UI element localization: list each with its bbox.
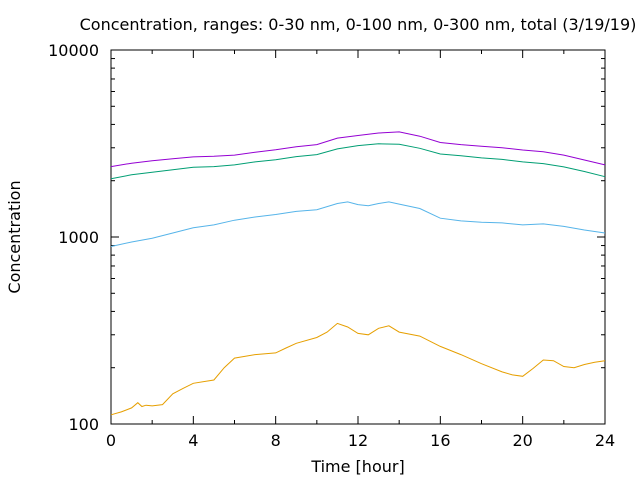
x-tick-label: 4: [188, 431, 198, 450]
series-line-1: [110, 322, 606, 416]
x-axis-label: Time [hour]: [310, 457, 404, 476]
series-line-4: [110, 131, 606, 168]
y-tick-label: 1000: [58, 228, 99, 247]
plot-area: [110, 49, 606, 425]
x-tick-label: 24: [595, 431, 615, 450]
x-tick-label: 0: [106, 431, 116, 450]
plot-frame: [110, 49, 606, 425]
y-tick-label: 10000: [48, 41, 99, 60]
x-tick-label: 20: [512, 431, 532, 450]
x-tick-label: 12: [348, 431, 368, 450]
y-axis-label: Concentration: [5, 180, 24, 293]
series-line-3: [110, 143, 606, 180]
series-group: [110, 131, 606, 416]
axis-tick-labels: 0 4 8 12 16 20 24 100 1000 10000: [48, 41, 615, 450]
series-line-2: [110, 201, 606, 247]
chart-title: Concentration, ranges: 0-30 nm, 0-100 nm…: [80, 15, 637, 34]
x-tick-label: 16: [430, 431, 450, 450]
axis-ticks: [110, 49, 606, 425]
x-tick-label: 8: [271, 431, 281, 450]
y-tick-label: 100: [68, 415, 99, 434]
